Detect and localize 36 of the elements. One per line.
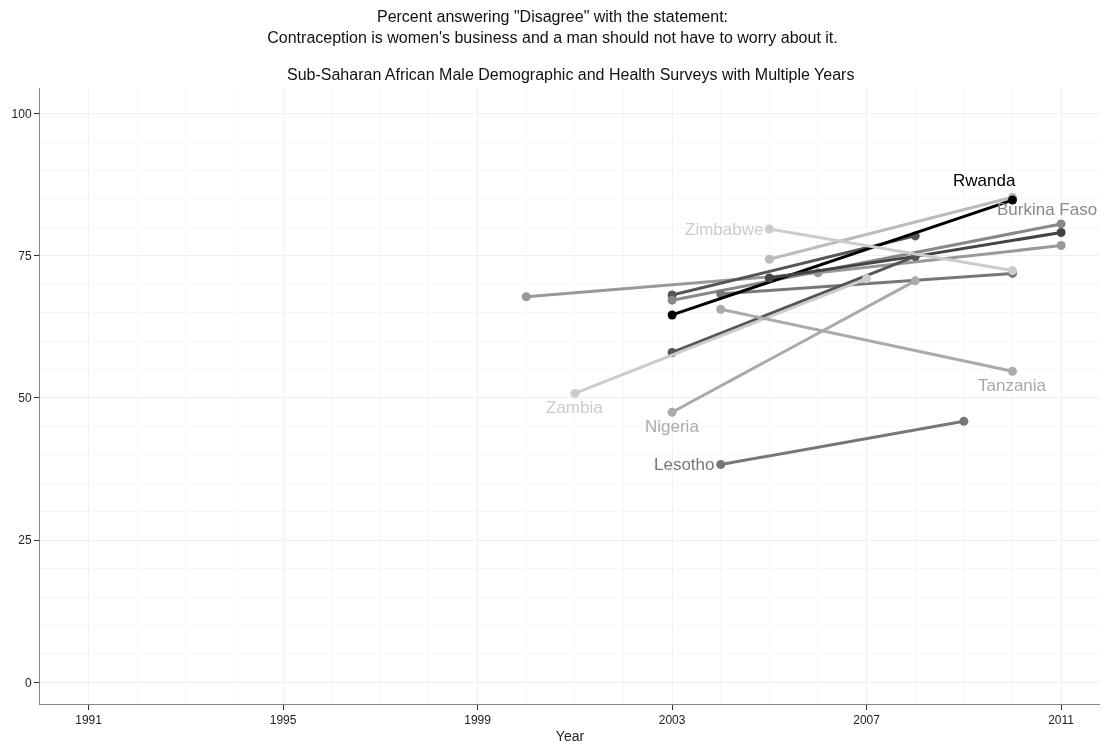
series-label: Tanzania: [978, 376, 1047, 395]
point: [716, 460, 726, 470]
point: [1056, 241, 1066, 251]
y-tick-label: 100: [11, 106, 32, 121]
point: [570, 388, 580, 398]
point: [1007, 366, 1017, 376]
chart-title: Percent answering "Disagree" with the statement: Contraception is women's business and a man should not have to worry about it.: [267, 8, 838, 47]
chart-subtitle: Sub-Saharan African Male Demographic and Health Surveys with Multiple Years: [287, 66, 855, 83]
series-label: Rwanda: [953, 171, 1016, 190]
point: [764, 224, 774, 234]
x-tick-label: 2007: [853, 713, 881, 728]
point: [764, 273, 774, 283]
point: [667, 310, 677, 320]
x-tick-label: 2003: [658, 713, 686, 728]
point: [667, 295, 677, 305]
series-label: Burkina Faso: [997, 200, 1098, 219]
point: [1056, 219, 1066, 229]
point: [716, 304, 726, 314]
x-tick-label: 1999: [464, 713, 492, 728]
point: [521, 292, 531, 302]
x-tick-label: 2011: [1048, 713, 1075, 728]
y-tick-label: 50: [18, 391, 32, 406]
point: [1056, 227, 1066, 237]
y-tick-label: 75: [18, 248, 32, 263]
x-tick-label: 1995: [269, 713, 297, 728]
series-label: Nigeria: [645, 417, 700, 436]
x-axis-title: Year: [555, 727, 585, 744]
y-tick-label: 25: [18, 533, 32, 548]
point: [667, 407, 677, 417]
point: [862, 274, 872, 284]
point: [910, 276, 920, 286]
x-tick-label: 1991: [75, 713, 103, 728]
y-tick-label: 0: [24, 675, 32, 690]
point: [764, 254, 774, 264]
point: [959, 416, 969, 426]
series-label: Lesotho: [654, 455, 715, 474]
